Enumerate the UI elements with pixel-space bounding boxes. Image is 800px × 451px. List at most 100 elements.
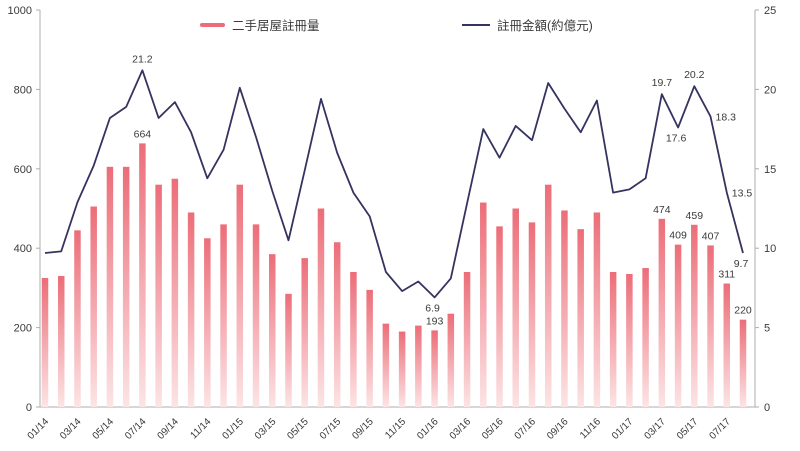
bar-data-label: 664 [134,128,152,140]
bar [480,202,487,407]
right-axis-tick-label: 5 [764,323,770,335]
bar-data-label: 409 [669,230,687,242]
left-axis-tick-label: 800 [14,84,32,96]
left-axis-tick-label: 400 [14,243,32,255]
bar [593,212,601,407]
bar-data-label: 193 [426,315,444,327]
right-axis-tick-label: 0 [764,402,770,414]
line-data-label: 17.6 [666,133,687,145]
bar [739,319,747,407]
line-data-label: 6.9 [425,302,440,314]
line-data-label: 9.7 [734,258,749,270]
bar [269,254,276,407]
bar [171,178,179,407]
x-axis-label: 01/15 [220,416,246,442]
x-axis-label: 07/17 [707,416,733,442]
x-axis-label: 05/15 [285,416,311,442]
bar [609,272,617,407]
x-axis-label: 07/15 [318,416,344,442]
x-axis-label: 01/17 [610,416,636,442]
bar [350,272,357,407]
bar [204,238,211,407]
legend-bar-label: 二手居屋註冊量 [232,19,320,33]
bar [236,184,244,407]
bar [577,229,584,407]
bar [285,293,292,407]
x-axis-label: 09/15 [350,416,376,442]
registration-amount-line [44,69,744,299]
bar [106,166,114,407]
bar [415,325,422,407]
bar [122,166,130,407]
bar [382,323,390,407]
right-axis-tick-label: 15 [764,164,776,176]
x-axis-label: 07/16 [513,416,539,442]
bar [447,313,455,407]
bar-data-label: 459 [686,210,704,222]
bar [90,206,97,407]
bar [496,226,503,407]
bar [691,224,698,407]
bar [301,258,308,407]
x-axis-label: 05/16 [480,416,506,442]
x-axis-label: 03/16 [448,416,474,442]
bar-series-marker-icon [200,22,225,27]
bar [366,289,373,407]
bar [41,277,49,407]
bar [431,330,438,407]
bar [528,222,536,407]
x-axis-label: 05/14 [91,416,117,442]
line-data-label: 21.2 [132,53,153,65]
bar [658,218,666,407]
bar [57,275,65,407]
x-axis-label: 01/14 [26,416,52,442]
bar-data-label: 220 [734,305,752,317]
x-axis-label: 11/16 [578,416,603,441]
legend-line-label: 註冊金額(約億元) [497,19,593,33]
x-axis-labels: 01/14 03/14 05/14 07/14 09/14 11/14 01/15 03/15… [26,416,734,442]
right-axis-tick-label: 10 [764,243,776,255]
bar [723,283,731,407]
x-axis-label: 01/16 [415,416,441,442]
bar [463,272,471,407]
bar [187,212,195,407]
bar-series [41,143,747,407]
x-axis-label: 03/14 [58,416,84,442]
x-axis-label: 03/17 [642,416,668,442]
bar [642,268,649,407]
x-axis-label: 03/15 [253,416,279,442]
bar [398,331,406,407]
line-series-marker-icon [462,23,490,26]
bar [74,230,81,407]
bar [139,143,146,407]
bar [707,245,714,407]
right-axis-tick-label: 20 [764,84,776,96]
bar-data-label: 474 [653,204,671,216]
bar [252,224,260,407]
bar [544,184,552,407]
bar [317,208,325,407]
left-axis-tick-label: 200 [14,323,32,335]
bar [626,274,633,407]
x-axis-label: 07/14 [123,416,149,442]
x-axis-label: 09/14 [156,416,182,442]
data-labels: 664 193 474 409 459 407 311 220 21.2 6.9 19.7 17.6 2… [132,53,752,327]
left-axis-tick-label: 0 [26,402,32,414]
bar [333,242,341,407]
right-axis-tick-label: 25 [764,5,776,17]
line-data-label: 19.7 [652,77,673,89]
bar-data-label: 407 [702,230,720,242]
line-data-label: 18.3 [716,111,737,123]
bar [561,210,568,407]
left-axis-tick-label: 1000 [8,5,32,17]
x-axis-label: 09/16 [545,416,571,442]
bar-data-label: 311 [718,269,735,281]
line-data-label: 20.2 [684,69,705,81]
axis-tick-labels: 0 200 400 600 800 1000 0 5 10 15 20 25 [8,5,777,414]
line-data-label: 13.5 [732,188,753,200]
x-axis-label: 11/15 [383,416,408,441]
legend-item-bar: 二手居屋註冊量 [200,15,320,34]
x-axis-label: 05/17 [675,416,701,442]
